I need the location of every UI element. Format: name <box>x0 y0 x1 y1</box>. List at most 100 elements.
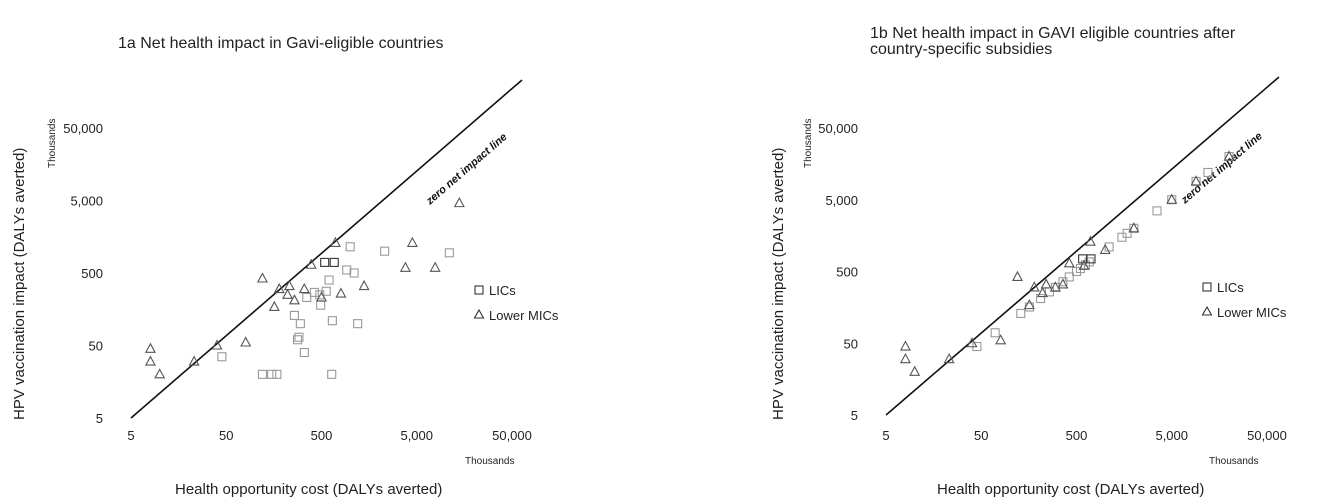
data-point-square <box>217 352 227 362</box>
legend-square-marker-1b <box>1202 282 1212 292</box>
data-point-triangle <box>453 196 465 208</box>
legend-label-lics-1b: LICs <box>1217 280 1244 295</box>
data-point-square <box>327 369 337 379</box>
data-point-triangle <box>273 282 285 294</box>
data-point-square <box>1036 293 1046 304</box>
data-point-square <box>316 300 326 310</box>
data-point-triangle <box>144 355 156 366</box>
y-tick-label-1b: 50 <box>844 336 858 351</box>
y-units-label-1a: Thousands <box>47 119 58 168</box>
legend-square-marker-1a <box>474 285 484 295</box>
legend-label-lower-mics-1a: Lower MICs <box>489 308 559 323</box>
data-point-square <box>990 328 1000 338</box>
data-point-triangle <box>283 279 295 291</box>
data-point-square <box>1016 308 1026 319</box>
x-tick-label-1b: 500 <box>1066 428 1088 443</box>
x-tick-label-1b: 5,000 <box>1155 428 1188 443</box>
data-point-square <box>321 286 331 296</box>
chart-title-1a-line1: 1a Net health impact in Gavi-eligible co… <box>118 35 444 52</box>
data-point-triangle <box>1057 278 1069 289</box>
y-tick-label-1a: 50,000 <box>63 121 103 136</box>
data-point-triangle <box>256 272 268 283</box>
axes-1a: zero net impact line <box>130 79 523 419</box>
points-1a <box>144 196 465 379</box>
data-point-triangle <box>1037 286 1049 298</box>
x-units-label-1a: Thousands <box>465 456 514 467</box>
zero-net-impact-label-1b: zero net impact line <box>1178 130 1264 207</box>
x-tick-label-1a: 50 <box>219 428 233 443</box>
legend-label-lower-mics-1b: Lower MICs <box>1217 305 1287 320</box>
x-tick-label-1b: 5 <box>882 428 889 443</box>
data-point-triangle <box>995 334 1007 345</box>
panel-1b: 1b Net health impact in GAVI eligible co… <box>770 25 1287 498</box>
x-tick-label-1a: 5,000 <box>400 428 433 443</box>
data-point-triangle <box>188 355 200 366</box>
data-point-triangle <box>298 282 310 294</box>
ticks-1b: 5 50 500 5,000 50,000 5 50 500 5,000 50,000 <box>818 121 1287 443</box>
data-point-triangle <box>1049 281 1061 292</box>
legend-1b: LICs Lower MICs <box>1201 280 1287 320</box>
data-point-triangle <box>1063 257 1075 268</box>
data-point-square <box>380 246 390 256</box>
points-1b <box>899 150 1235 376</box>
axes-1b: zero net impact line <box>885 76 1280 416</box>
x-units-label-1b: Thousands <box>1209 456 1258 467</box>
data-point-square <box>299 347 309 358</box>
data-point-triangle <box>943 353 955 364</box>
x-tick-label-1a: 5 <box>127 428 134 443</box>
data-point-triangle <box>899 353 911 364</box>
data-point-square <box>1203 167 1213 178</box>
legend-1a: LICs Lower MICs <box>473 283 559 323</box>
data-point-square <box>257 369 268 379</box>
data-point-triangle <box>1128 222 1140 233</box>
data-point-square <box>1152 206 1162 216</box>
data-point-triangle <box>899 340 911 351</box>
data-point-triangle <box>1011 270 1023 281</box>
data-point-triangle <box>429 261 441 272</box>
data-point-square <box>353 319 363 329</box>
panel-1a: 1a Net health impact in Gavi-eligible co… <box>11 35 559 498</box>
data-point-square <box>1064 272 1074 282</box>
data-point-triangle <box>966 337 978 348</box>
y-axis-label-1a: HPV vaccination impact (DALYs averted) <box>11 148 28 420</box>
chart-title-1b-line1: 1b Net health impact in GAVI eligible co… <box>870 25 1236 42</box>
data-point-square <box>329 257 339 267</box>
x-tick-label-1b: 50 <box>974 428 988 443</box>
data-point-triangle <box>288 294 300 305</box>
data-point-triangle <box>305 258 317 269</box>
data-point-square <box>289 310 299 320</box>
y-tick-label-1b: 50,000 <box>818 121 858 136</box>
x-tick-label-1a: 50,000 <box>492 428 532 443</box>
data-point-triangle <box>406 236 418 247</box>
data-point-square <box>324 275 334 285</box>
data-point-triangle <box>358 279 370 291</box>
data-point-square <box>1122 228 1132 238</box>
data-point-triangle <box>240 336 252 347</box>
data-point-square <box>302 292 312 303</box>
x-axis-label-1a: Health opportunity cost (DALYs averted) <box>175 481 442 498</box>
data-point-triangle <box>211 339 223 350</box>
y-axis-label-1b: HPV vaccination impact (DALYs averted) <box>770 148 787 420</box>
chart-title-1b-line2: country-specific subsidies <box>870 41 1052 58</box>
y-tick-label-1b: 500 <box>836 265 858 280</box>
data-point-square <box>292 335 303 345</box>
y-units-label-1b: Thousands <box>803 119 814 168</box>
y-tick-label-1a: 5,000 <box>70 194 103 209</box>
data-point-triangle <box>268 300 280 312</box>
data-point-square <box>294 332 304 342</box>
data-point-square <box>327 316 337 326</box>
x-axis-label-1b: Health opportunity cost (DALYs averted) <box>937 481 1204 498</box>
data-point-triangle <box>154 368 166 379</box>
legend-triangle-marker-1b <box>1201 305 1213 316</box>
data-point-square <box>272 369 282 379</box>
data-point-triangle <box>282 288 294 299</box>
zero-net-impact-label-1a: zero net impact line <box>423 131 509 208</box>
data-point-triangle <box>1190 175 1202 186</box>
y-tick-label-1a: 5 <box>96 411 103 426</box>
y-tick-label-1a: 50 <box>89 339 103 354</box>
data-point-triangle <box>1223 150 1235 161</box>
data-point-triangle <box>144 342 156 353</box>
data-point-triangle <box>1166 193 1178 204</box>
zero-net-impact-line-1b <box>885 76 1280 416</box>
